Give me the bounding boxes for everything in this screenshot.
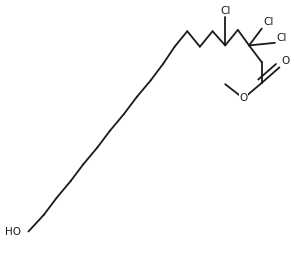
Text: HO: HO [5, 227, 21, 237]
Text: Cl: Cl [220, 6, 230, 16]
Text: Cl: Cl [276, 33, 287, 43]
Text: O: O [282, 56, 290, 66]
Text: Cl: Cl [263, 17, 273, 27]
Text: O: O [239, 93, 248, 103]
